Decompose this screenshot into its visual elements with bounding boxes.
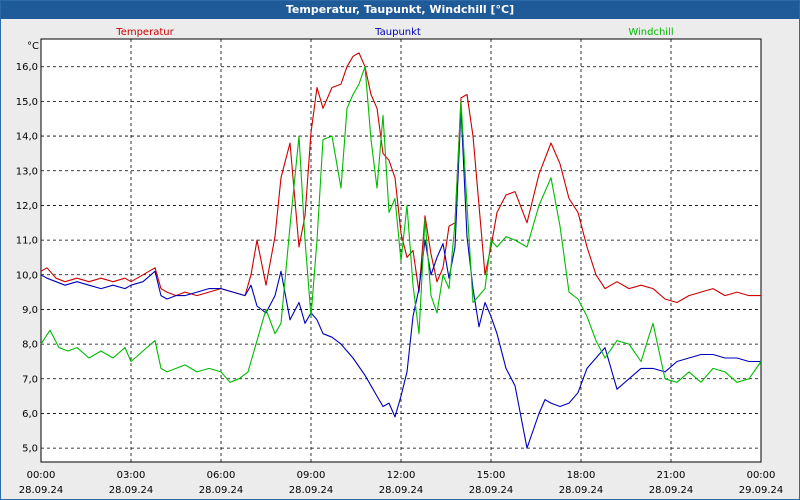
x-tick-date: 28.09.24: [379, 485, 424, 496]
x-tick-time: 15:00: [477, 470, 506, 481]
series-line-taupunkt: [40, 107, 761, 449]
x-tick-date: 28.09.24: [19, 485, 64, 496]
series-line-windchill: [40, 66, 762, 383]
x-tick-time: 00:00: [27, 470, 56, 481]
y-tick-label: 15,0: [16, 97, 38, 108]
x-tick-time: 18:00: [567, 470, 596, 481]
x-tick-date: 28.09.24: [559, 485, 604, 496]
y-tick-label: 13,0: [16, 166, 38, 177]
legend-temperatur: Temperatur: [115, 27, 174, 38]
x-tick-date: 28.09.24: [649, 485, 694, 496]
x-tick-time: 06:00: [207, 470, 236, 481]
x-tick-time: 21:00: [657, 470, 686, 481]
legend-windchill: Windchill: [628, 27, 673, 38]
x-tick-time: 00:00: [747, 470, 776, 481]
y-tick-label: 9,0: [22, 305, 38, 316]
y-tick-label: 10,0: [16, 270, 38, 281]
x-tick-date: 29.09.24: [739, 485, 784, 496]
x-tick-time: 09:00: [297, 470, 326, 481]
y-tick-label: 8,0: [22, 340, 38, 351]
y-tick-label: 12,0: [16, 201, 38, 212]
x-tick-time: 12:00: [387, 470, 416, 481]
x-tick-date: 28.09.24: [199, 485, 244, 496]
chart-title: Temperatur, Taupunkt, Windchill [°C]: [1, 1, 799, 19]
x-tick-date: 28.09.24: [109, 485, 154, 496]
y-tick-label: 5,0: [22, 444, 38, 455]
series-line-temperatur: [40, 52, 761, 304]
y-tick-label: 11,0: [16, 236, 38, 247]
y-tick-label: 7,0: [22, 374, 38, 385]
y-tick-label: 6,0: [22, 409, 38, 420]
y-axis-label: °C: [27, 41, 39, 52]
x-tick-date: 28.09.24: [469, 485, 514, 496]
y-tick-label: 14,0: [16, 132, 38, 143]
y-tick-label: 16,0: [16, 62, 38, 73]
x-tick-time: 03:00: [117, 470, 146, 481]
x-tick-date: 28.09.24: [289, 485, 334, 496]
legend-taupunkt: Taupunkt: [374, 27, 421, 38]
